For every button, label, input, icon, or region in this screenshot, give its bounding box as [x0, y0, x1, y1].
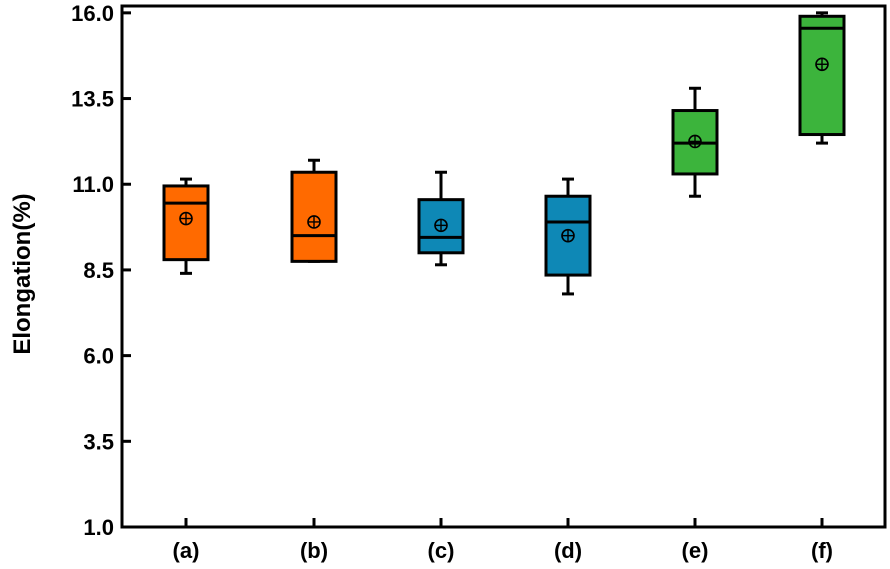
- y-tick-label: 6.0: [83, 344, 114, 369]
- x-tick-label: (c): [428, 538, 455, 563]
- y-tick-label: 1.0: [83, 515, 114, 540]
- plot-frame: [120, 4, 887, 529]
- x-tick-label: (b): [300, 538, 328, 563]
- y-tick-label: 16.0: [71, 1, 114, 26]
- x-tick-label: (d): [554, 538, 582, 563]
- y-tick-label: 3.5: [83, 429, 114, 454]
- x-tick-label: (a): [173, 538, 200, 563]
- x-tick-label: (e): [682, 538, 709, 563]
- y-tick-label: 8.5: [83, 258, 114, 283]
- y-tick-label: 13.5: [71, 87, 114, 112]
- box: [798, 14, 846, 137]
- x-tick-label: (f): [811, 538, 833, 563]
- box: [162, 184, 210, 262]
- y-axis-title: Elongation(%): [9, 193, 36, 354]
- y-tick-label: 11.0: [72, 172, 114, 197]
- plot-area: 1.0 3.5 6.0 8.5 11.0 13.5 16.0 (a) (b) (c) (d) (e) (…: [71, 1, 846, 563]
